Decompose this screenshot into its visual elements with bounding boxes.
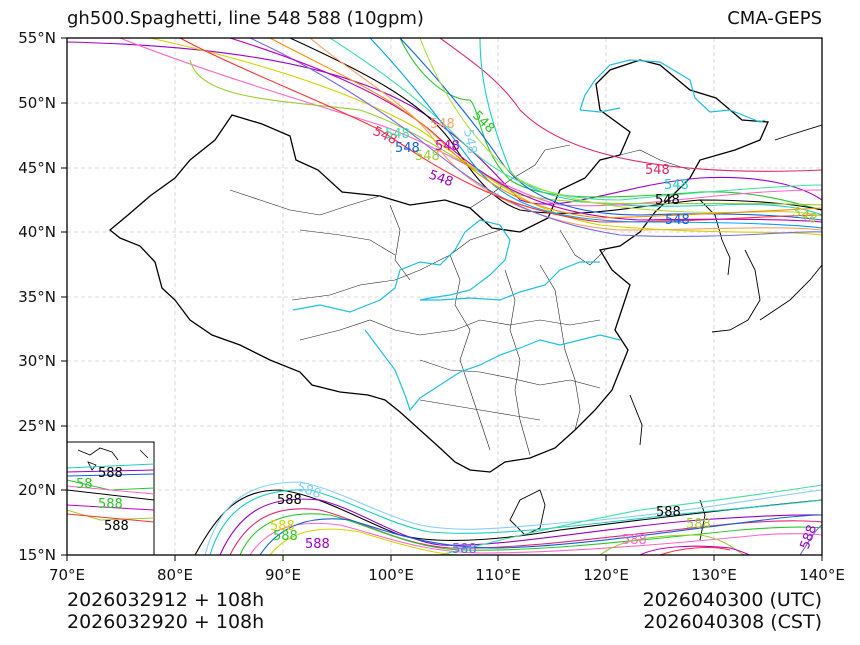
svg-text:588: 588 (98, 466, 123, 481)
contours-548 (67, 38, 822, 237)
lat-tick-30: 30°N (18, 352, 56, 370)
coastline (509, 124, 822, 541)
lat-tick-15: 15°N (18, 546, 56, 564)
svg-text:548: 548 (665, 213, 690, 228)
svg-text:548: 548 (395, 141, 420, 156)
svg-text:548: 548 (664, 178, 689, 193)
svg-text:588: 588 (104, 519, 129, 534)
svg-text:548: 548 (645, 163, 670, 178)
axis-ticks (61, 37, 823, 561)
lat-tick-35: 35°N (18, 288, 56, 306)
rivers (292, 59, 766, 412)
svg-text:548: 548 (430, 117, 455, 132)
svg-text:588: 588 (305, 537, 330, 552)
svg-text:548: 548 (415, 149, 440, 164)
lat-tick-20: 20°N (18, 481, 56, 499)
lat-tick-25: 25°N (18, 417, 56, 435)
svg-text:588: 588 (622, 533, 647, 548)
lon-tick-140: 140°E (799, 566, 845, 584)
lon-tick-90: 90°E (264, 566, 302, 584)
gridlines (67, 38, 822, 555)
lat-tick-50: 50°N (18, 94, 56, 112)
init-time-2: 2026032920 + 108h (67, 611, 265, 633)
lon-tick-130: 130°E (691, 566, 737, 584)
lon-tick-70: 70°E (48, 566, 86, 584)
valid-time-cst: 2026040308 (CST) (643, 611, 822, 633)
svg-text:588: 588 (270, 519, 295, 534)
lat-tick-40: 40°N (18, 223, 56, 241)
valid-time-utc: 2026040300 (UTC) (642, 589, 822, 611)
lon-tick-100: 100°E (368, 566, 414, 584)
chart-title: gh500.Spaghetti, line 548 588 (10gpm) (67, 8, 424, 29)
province-borders (229, 144, 691, 456)
scs-inset: 588 58 588 588 (66, 441, 155, 556)
map-frame (66, 37, 823, 556)
contour-labels: 548 548 548 548 548 548 548 548 548 548 … (270, 108, 820, 557)
lat-tick-45: 45°N (18, 159, 56, 177)
svg-text:588: 588 (452, 542, 477, 557)
contours-588 (194, 481, 822, 555)
init-time-1: 2026032912 + 108h (67, 589, 265, 611)
model-name: CMA-GEPS (727, 8, 822, 29)
svg-text:548: 548 (460, 128, 479, 155)
lon-tick-80: 80°E (156, 566, 194, 584)
lon-tick-110: 110°E (475, 566, 521, 584)
svg-text:548: 548 (435, 139, 460, 154)
svg-text:588: 588 (277, 493, 302, 508)
svg-text:588: 588 (686, 517, 711, 532)
svg-text:58: 58 (76, 477, 93, 492)
svg-text:548: 548 (655, 193, 680, 208)
valid-times: 2026040300 (UTC) 2026040308 (CST) (643, 589, 822, 633)
lat-tick-55: 55°N (18, 29, 56, 47)
lon-tick-120: 120°E (583, 566, 629, 584)
svg-text:548: 548 (385, 127, 410, 142)
svg-text:548: 548 (427, 168, 455, 191)
init-times: 2026032912 + 108h 2026032920 + 108h (67, 589, 264, 633)
svg-text:588: 588 (98, 497, 123, 512)
svg-text:588: 588 (273, 529, 298, 544)
china-border (108, 59, 769, 473)
svg-text:588: 588 (656, 505, 681, 520)
